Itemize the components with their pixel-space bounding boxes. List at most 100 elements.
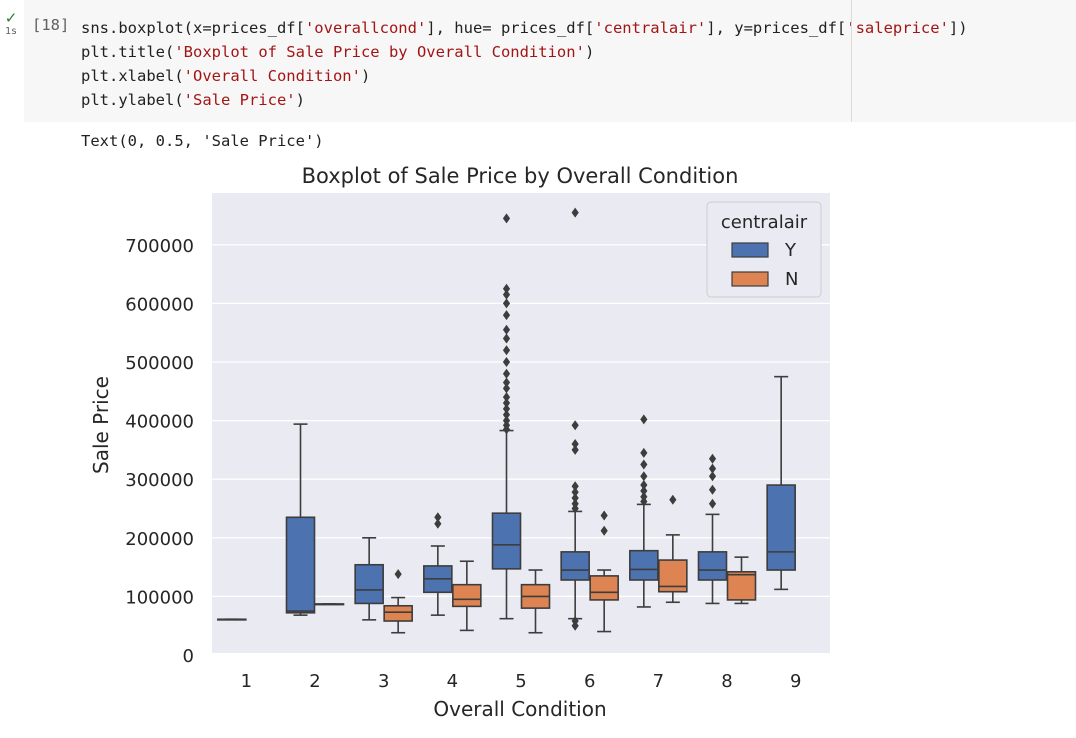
outlier-point <box>502 310 511 321</box>
outlier-point <box>708 471 717 482</box>
y-tick-label: 100000 <box>125 587 194 608</box>
outlier-point <box>502 368 511 379</box>
legend: centralair YN <box>706 201 822 298</box>
x-tick-label: 1 <box>241 671 252 692</box>
x-tick-label: 2 <box>309 671 320 692</box>
outlier-point <box>394 569 402 580</box>
y-tick-label: 300000 <box>125 470 194 491</box>
outlier-point <box>640 480 648 491</box>
outlier-point <box>708 498 717 509</box>
y-axis-label: Sale Price <box>89 376 113 474</box>
output-text: Text(0, 0.5, 'Sale Price') <box>81 132 324 150</box>
outlier-point <box>502 377 511 388</box>
box-n-4 <box>452 560 482 632</box>
outlier-point <box>571 498 579 509</box>
outlier-point <box>502 333 511 344</box>
y-tick-label: 600000 <box>125 294 194 315</box>
outlier-point <box>502 298 511 309</box>
code-string: 'overallcond' <box>304 19 427 37</box>
outlier-point <box>571 492 579 503</box>
box-iqr <box>589 575 619 601</box>
code-token: ], hue= prices_df[ <box>426 19 595 37</box>
code-token: ) <box>584 43 595 61</box>
legend-label: N <box>785 269 798 290</box>
code-editor[interactable]: sns.boxplot(x=prices_df['overallcond'], … <box>81 16 968 112</box>
ruler-line <box>851 0 852 122</box>
outlier-point <box>708 463 717 474</box>
box-n-5 <box>520 569 551 634</box>
code-token: ) <box>295 91 305 109</box>
code-token: sns.boxplot(x=prices_df[ <box>81 19 305 37</box>
box-iqr <box>285 516 316 614</box>
outlier-point <box>640 471 648 482</box>
box-y-6 <box>560 207 590 631</box>
code-string: 'centralair' <box>594 19 707 37</box>
box-n-3 <box>383 569 413 634</box>
box-n-7 <box>658 494 688 604</box>
outlier-point <box>502 403 511 414</box>
box-n-8 <box>726 556 757 605</box>
code-token: ]) <box>948 19 968 37</box>
check-icon: ✓ <box>4 9 18 27</box>
x-tick-label: 8 <box>721 671 732 692</box>
x-tick-label: 4 <box>447 671 458 692</box>
outlier-point <box>571 420 579 431</box>
y-tick-label: 700000 <box>125 236 194 257</box>
code-token: plt.title( <box>81 43 175 61</box>
code-string: 'Boxplot of Sale Price by Overall Condit… <box>174 43 585 61</box>
outlier-point <box>571 439 579 450</box>
outlier-point <box>640 459 648 470</box>
box-y-3 <box>354 536 384 621</box>
code-string: 'Overall Condition' <box>183 67 361 85</box>
outlier-point <box>502 357 511 367</box>
chart-title: Boxplot of Sale Price by Overall Conditi… <box>302 164 739 188</box>
legend-label: Y <box>784 240 797 261</box>
legend-title: centralair <box>721 212 808 233</box>
box-iqr <box>766 484 796 571</box>
outlier-point <box>640 447 648 458</box>
outlier-point <box>640 414 648 425</box>
code-token: plt.xlabel( <box>81 67 184 85</box>
outlier-point <box>502 383 511 394</box>
x-axis-label: Overall Condition <box>433 697 606 721</box>
box-iqr <box>697 551 728 581</box>
x-tick-label: 6 <box>584 671 595 692</box>
outlier-point <box>502 392 511 403</box>
outlier-point <box>571 616 579 627</box>
code-line: sns.boxplot(x=prices_df['overallcond'], … <box>81 16 968 40</box>
box-y-9 <box>766 375 796 591</box>
box-iqr <box>629 549 659 581</box>
box-n-6 <box>589 510 619 633</box>
outlier-point <box>571 487 579 498</box>
outlier-point <box>669 494 677 505</box>
outlier-point <box>502 283 511 294</box>
box-iqr <box>354 563 384 605</box>
box-y-7 <box>629 414 659 608</box>
code-token: plt.ylabel( <box>81 91 184 109</box>
outlier-point <box>434 518 442 529</box>
box-iqr <box>560 551 590 581</box>
outlier-point <box>571 444 579 455</box>
outlier-point <box>640 491 648 502</box>
outlier-point <box>708 453 717 464</box>
x-tick-label: 5 <box>515 671 526 692</box>
box-iqr <box>452 583 482 608</box>
outlier-point <box>502 289 511 300</box>
x-tick-label: 9 <box>790 671 801 692</box>
code-line: plt.xlabel('Overall Condition') <box>81 64 968 88</box>
legend-swatch <box>731 271 769 287</box>
code-string: 'Sale Price' <box>183 91 296 109</box>
boxes-group <box>217 207 796 634</box>
box-iqr <box>383 604 413 622</box>
box-iqr <box>491 512 522 570</box>
code-token: ], y=prices_df[ <box>706 19 847 37</box>
box-y-4 <box>423 512 453 616</box>
outlier-point <box>502 398 511 409</box>
code-line: plt.title('Boxplot of Sale Price by Over… <box>81 40 968 64</box>
ticks-group: 0 100000 200000 300000 400000 500000 600000 700… <box>125 236 801 692</box>
y-tick-label: 500000 <box>125 353 194 374</box>
code-cell[interactable]: [18] sns.boxplot(x=prices_df['overallcon… <box>24 0 1076 122</box>
box-y-1 <box>217 618 247 621</box>
execution-count: [18] <box>32 16 70 34</box>
